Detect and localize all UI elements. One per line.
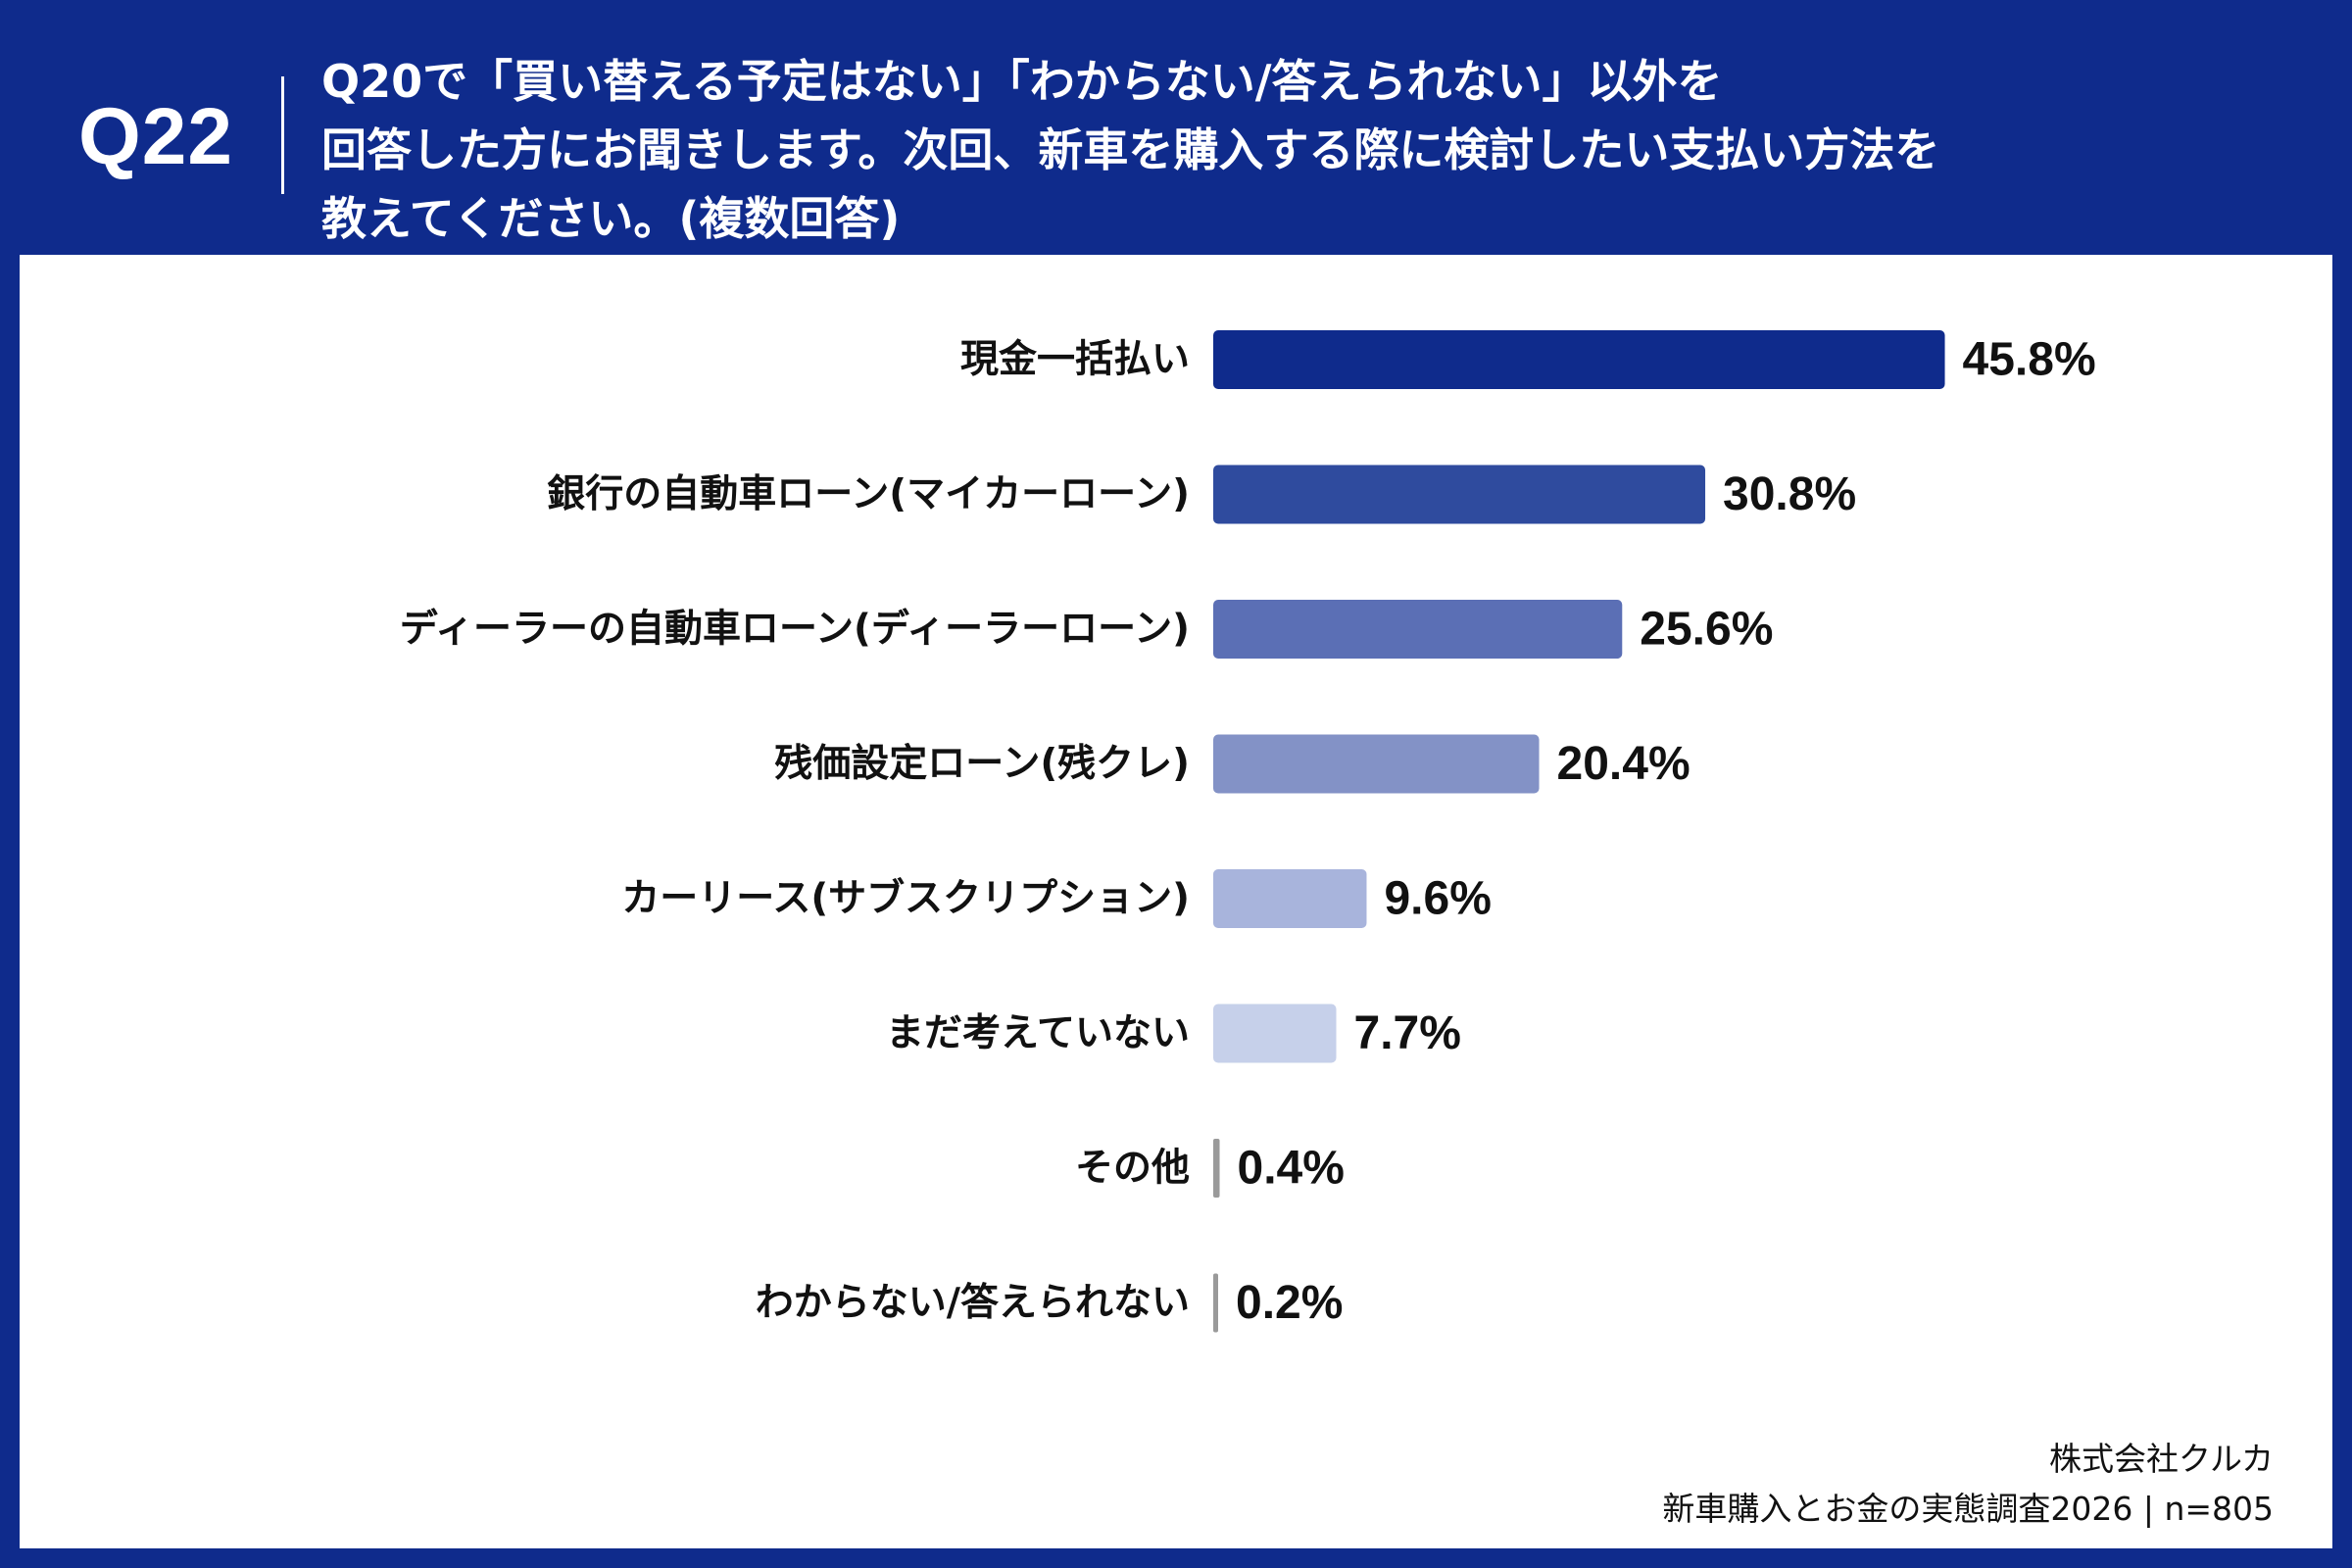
bar bbox=[1213, 1273, 1218, 1333]
value-label: 7.7% bbox=[1354, 1007, 1461, 1059]
bar bbox=[1213, 869, 1367, 928]
header-divider bbox=[281, 76, 284, 194]
company-credit: 株式会社クルカ bbox=[2048, 1440, 2274, 1478]
question-line-2: 回答した方にお聞きします。次回、新車を購入する際に検討したい支払い方法を bbox=[321, 123, 1940, 176]
chart-panel: 現金一括払い 45.8% 銀行の自動車ローン(マイカーローン) 30.8% ディーラーの… bbox=[20, 255, 2332, 1548]
value-label: 20.4% bbox=[1557, 738, 1690, 790]
bar bbox=[1213, 600, 1623, 659]
bar bbox=[1213, 465, 1706, 524]
bar bbox=[1213, 734, 1540, 794]
value-label: 9.6% bbox=[1384, 873, 1491, 925]
category-label: カーリース(サブスクリプション) bbox=[621, 877, 1190, 921]
category-label: 銀行の自動車ローン(マイカーローン) bbox=[547, 472, 1190, 516]
category-label: ディーラーの自動車ローン(ディーラーローン) bbox=[400, 608, 1190, 652]
category-label: わからない/答えられない bbox=[756, 1281, 1190, 1325]
value-label: 45.8% bbox=[1963, 334, 2096, 386]
bar bbox=[1213, 1139, 1220, 1198]
category-label: その他 bbox=[1075, 1147, 1190, 1191]
value-label: 30.8% bbox=[1723, 468, 1856, 520]
survey-credit: 新車購入とお金の実態調査2026 | n=805 bbox=[1662, 1490, 2274, 1528]
question-line-3: 教えてください。(複数回答) bbox=[321, 192, 901, 245]
question-header: Q22 Q20で「買い替える予定はない」「わからない/答えられない」以外を 回答… bbox=[0, 0, 2352, 253]
bar bbox=[1213, 330, 1945, 389]
bar-chart: 現金一括払い 45.8% 銀行の自動車ローン(マイカーローン) 30.8% ディーラーの… bbox=[400, 330, 2096, 1333]
value-label: 25.6% bbox=[1640, 604, 1773, 656]
value-label: 0.4% bbox=[1238, 1143, 1345, 1195]
question-number: Q22 bbox=[78, 92, 233, 181]
value-label: 0.2% bbox=[1236, 1277, 1343, 1329]
category-label: 残価設定ローン(残クレ) bbox=[774, 742, 1190, 786]
bar bbox=[1213, 1004, 1337, 1063]
question-text: Q20で「買い替える予定はない」「わからない/答えられない」以外を 回答した方に… bbox=[321, 47, 2272, 253]
category-label: 現金一括払い bbox=[960, 338, 1190, 382]
question-line-1: Q20で「買い替える予定はない」「わからない/答えられない」以外を bbox=[321, 55, 1723, 108]
category-label: まだ考えていない bbox=[886, 1011, 1190, 1055]
